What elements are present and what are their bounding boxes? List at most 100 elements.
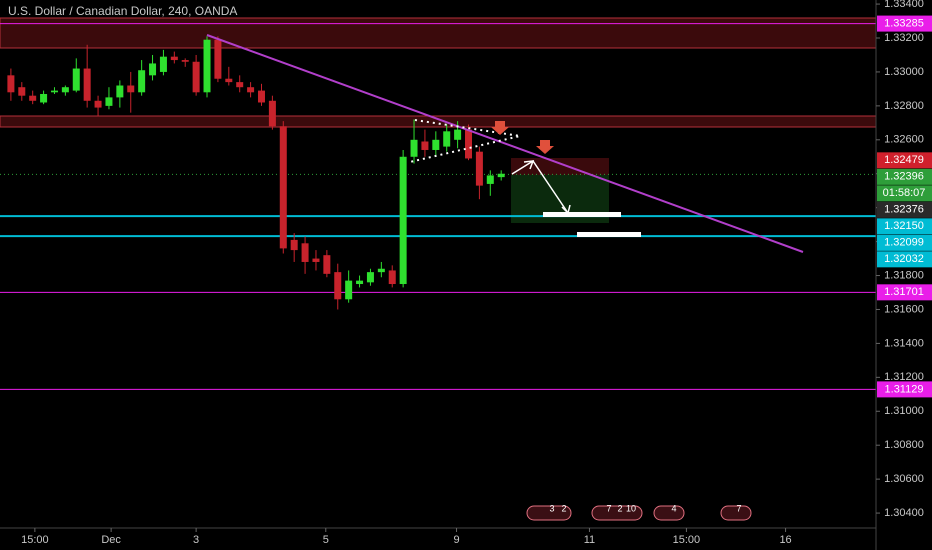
candle-body (247, 87, 255, 93)
price-label: 1.32150 (884, 220, 924, 232)
candle-body (7, 75, 15, 93)
target-bar (577, 232, 641, 237)
y-tick-label: 1.31800 (884, 269, 924, 281)
candle-body (94, 100, 102, 108)
candle-body (312, 258, 320, 262)
target-bar (543, 212, 621, 217)
candle-body (29, 95, 37, 101)
down-arrow (491, 121, 509, 135)
candle-body (377, 268, 385, 273)
candle-body (345, 280, 353, 300)
y-tick-label: 1.31200 (884, 371, 924, 383)
candle-body (138, 70, 146, 93)
y-tick-label: 1.30800 (884, 439, 924, 451)
y-tick-label: 1.30600 (884, 473, 924, 485)
price-label-bg (877, 218, 932, 235)
event-flag (526, 505, 572, 521)
event-count: 3 (549, 503, 554, 513)
resistance-zone (0, 115, 877, 128)
levels (0, 23, 876, 390)
candle-body (61, 87, 69, 93)
price-label: 1.32099 (884, 237, 924, 249)
price-label: 1.33285 (884, 17, 924, 29)
candle-body (116, 85, 124, 98)
candle-body (465, 129, 473, 159)
price-label-bg (877, 381, 932, 398)
price-label-bg (877, 251, 932, 268)
candle-body (323, 255, 331, 274)
y-tick-label: 1.30400 (884, 507, 924, 519)
candle-body (334, 272, 342, 300)
drawings (206, 34, 804, 253)
candle-body (454, 129, 462, 140)
event-count: 10 (626, 503, 636, 513)
price-label: 1.32376 (884, 204, 924, 216)
event-count: 7 (606, 503, 611, 513)
candle-body (421, 141, 429, 150)
candle-body (149, 63, 157, 76)
price-label-bg (877, 185, 932, 202)
x-tick-label: 15:00 (21, 534, 49, 546)
price-label: 01:58:07 (883, 187, 926, 199)
y-tick-label: 1.32600 (884, 134, 924, 146)
price-label: 1.32479 (884, 154, 924, 166)
zones (0, 17, 877, 223)
candle-body (203, 39, 211, 93)
candle-body (443, 131, 451, 147)
candle-body (40, 93, 48, 103)
candle-body (72, 68, 80, 91)
x-tick-label: 16 (779, 534, 791, 546)
price-label-bg (877, 168, 932, 185)
events: 3 2 7 2 10 4 7 (526, 503, 752, 521)
y-tick-label: 1.31000 (884, 405, 924, 417)
candle-body (301, 243, 309, 262)
price-labels: 1.33285 1.32479 1.32396 01:58:07 1.32376 1.32… (877, 15, 932, 398)
event-count: 4 (671, 503, 676, 513)
event-count: 7 (736, 503, 741, 513)
candle-body (170, 56, 178, 61)
candles (7, 36, 505, 310)
price-label-bg (877, 234, 932, 251)
event-flag (720, 505, 752, 521)
y-tick-label: 1.31400 (884, 337, 924, 349)
event-count: 2 (561, 503, 566, 513)
trendline (206, 34, 804, 253)
candle-body (236, 82, 244, 88)
candle-body (279, 126, 287, 249)
candle-body (486, 175, 494, 184)
y-tick-label: 1.31600 (884, 303, 924, 315)
candle-body (388, 270, 396, 285)
price-label: 1.32396 (884, 171, 924, 183)
candle-body (214, 39, 222, 79)
y-tick-label: 1.33400 (884, 0, 924, 10)
price-label-bg (877, 201, 932, 218)
y-tick-label: 1.32800 (884, 100, 924, 112)
y-tick-label: 1.33200 (884, 32, 924, 44)
x-tick-label: 5 (323, 534, 329, 546)
price-label: 1.31129 (885, 383, 924, 395)
candle-body (192, 61, 200, 93)
candle-body (475, 151, 483, 186)
candle-body (399, 156, 407, 285)
down-arrow (536, 140, 554, 154)
candle-body (181, 60, 189, 62)
x-tick-label: 9 (453, 534, 459, 546)
candle-body (268, 100, 276, 127)
price-label-bg (877, 284, 932, 301)
candle-body (356, 280, 364, 285)
event-count: 2 (617, 503, 622, 513)
candle-body (18, 87, 26, 96)
resistance-zone (0, 17, 877, 49)
event-flag (653, 505, 685, 521)
wedge (409, 119, 521, 163)
candle-body (410, 139, 418, 157)
candle-body (225, 78, 233, 83)
position-stop (511, 158, 609, 175)
candle-body (497, 173, 505, 178)
candle-body (257, 90, 265, 103)
event-flag (591, 505, 643, 521)
x-tick-label: 3 (193, 534, 199, 546)
candle-body (105, 97, 113, 106)
